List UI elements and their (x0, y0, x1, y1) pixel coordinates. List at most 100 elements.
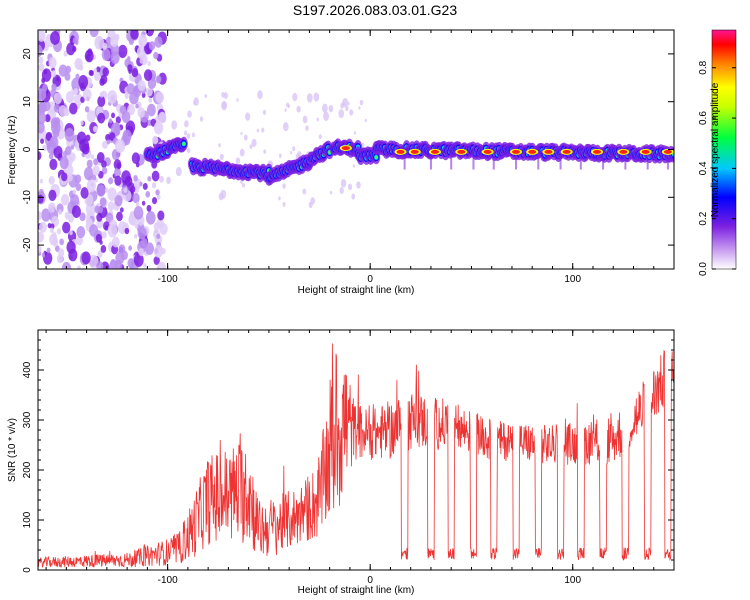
noise-speck (38, 63, 45, 72)
noise-speck (79, 212, 86, 222)
noise-speck (137, 226, 147, 240)
noise-speck (49, 158, 58, 171)
noise-speck (159, 175, 165, 183)
y-tick-label: 0 (22, 567, 33, 573)
noise-speck (61, 261, 72, 269)
noise-speck (316, 117, 319, 122)
noise-speck (65, 65, 72, 74)
noise-speck (38, 88, 47, 101)
x-tick-label: -100 (158, 274, 178, 285)
noise-speck (139, 57, 144, 64)
noise-speck (63, 50, 68, 57)
noise-speck (323, 111, 330, 122)
noise-speck (109, 260, 117, 269)
noise-speck (159, 222, 168, 235)
noise-speck (56, 76, 60, 82)
x-tick-label: -100 (158, 575, 178, 586)
noise-speck (287, 104, 291, 108)
noise-speck (46, 247, 51, 254)
noise-speck (282, 122, 289, 132)
noise-speck (96, 66, 101, 73)
noise-speck (43, 69, 48, 75)
noise-speck (139, 181, 143, 187)
noise-speck (141, 200, 146, 206)
spectral-streak (403, 147, 406, 170)
noise-speck (223, 92, 228, 99)
noise-speck (107, 90, 118, 104)
noise-speck (38, 111, 47, 125)
y-tick-label: 400 (22, 361, 33, 378)
noise-speck (153, 51, 159, 60)
noise-speck (322, 103, 328, 113)
noise-speck (134, 233, 138, 239)
spectral-streak (579, 147, 582, 170)
noise-speck (342, 97, 349, 108)
spectrogram-image (38, 30, 674, 269)
noise-speck (115, 139, 126, 154)
noise-speck (263, 149, 267, 154)
noise-speck (78, 74, 89, 89)
noise-speck (193, 97, 199, 106)
noise-speck (151, 182, 157, 189)
noise-speck (69, 230, 73, 236)
ridge-peak (182, 142, 186, 146)
noise-speck (186, 133, 191, 139)
noise-speck (146, 103, 156, 117)
noise-speck (118, 44, 128, 58)
noise-speck (48, 189, 57, 202)
noise-speck (38, 210, 42, 221)
hot-spot (341, 146, 350, 151)
noise-speck (239, 148, 245, 157)
noise-speck (38, 102, 46, 114)
noise-speck (78, 64, 84, 71)
noise-speck (58, 105, 67, 117)
noise-speck (339, 187, 344, 195)
noise-speck (96, 152, 105, 163)
noise-speck (154, 36, 163, 48)
noise-speck (175, 166, 182, 177)
noise-speck (329, 190, 333, 195)
spectral-streak (515, 147, 518, 170)
noise-speck (318, 134, 322, 140)
noise-speck (38, 121, 45, 134)
noise-speck (97, 112, 106, 124)
noise-speck (242, 182, 245, 188)
hot-spot (663, 149, 672, 154)
noise-speck (143, 262, 147, 268)
snr-ylabel: SNR (10 * v/v) (7, 418, 18, 482)
noise-speck (114, 195, 123, 207)
noise-speck (59, 238, 65, 246)
noise-speck (58, 209, 63, 215)
snr-series-line (38, 343, 674, 568)
noise-speck (101, 166, 108, 175)
noise-speck (356, 181, 361, 189)
noise-speck (338, 109, 345, 119)
noise-speck (116, 211, 123, 222)
noise-speck (93, 158, 99, 166)
noise-speck (199, 116, 204, 122)
hot-spot (396, 149, 405, 154)
hot-spot (410, 149, 419, 154)
noise-speck (156, 233, 161, 240)
noise-speck (138, 34, 148, 47)
noise-speck (145, 210, 156, 225)
colorbar-tick-label: 0.0 (698, 262, 709, 276)
noise-speck (86, 159, 93, 169)
noise-speck (249, 144, 253, 150)
noise-speck (65, 91, 75, 104)
noise-speck (80, 120, 84, 126)
spectral-streak (492, 147, 495, 170)
y-tick-label: 200 (22, 461, 33, 478)
noise-speck (39, 221, 47, 233)
noise-speck (256, 128, 260, 133)
figure-title: S197.2026.083.03.01.G23 (292, 2, 458, 18)
noise-speck (218, 143, 221, 148)
noise-speck (222, 101, 227, 109)
noise-speck (128, 245, 133, 251)
noise-speck (186, 147, 191, 154)
spectral-streak (646, 147, 649, 170)
noise-speck (52, 128, 60, 138)
noise-speck (40, 138, 44, 144)
noise-speck (42, 144, 48, 152)
